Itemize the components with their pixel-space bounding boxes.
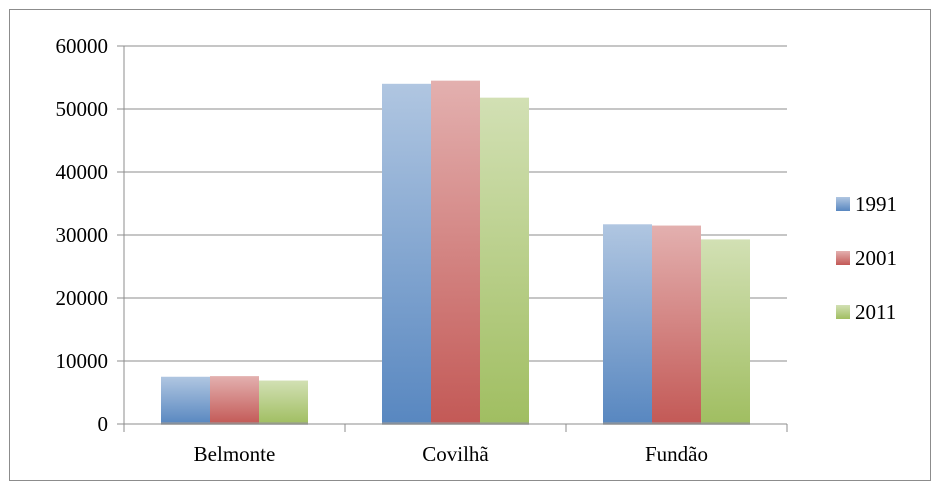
bars (161, 80, 750, 425)
x-tick-label: Fundão (645, 442, 708, 466)
bar-covilhã-2001 (431, 80, 480, 425)
y-tick-label: 50000 (56, 97, 109, 121)
bar-covilhã-1991 (382, 83, 431, 425)
legend-swatch-2001 (836, 251, 850, 265)
legend-swatch-2011 (836, 305, 850, 319)
x-tick-label: Belmonte (194, 442, 276, 466)
x-tick-label: Covilhã (422, 442, 489, 466)
bar-covilhã-2011 (480, 97, 529, 424)
y-tick-label: 60000 (56, 34, 109, 58)
bar-fundão-2011 (701, 239, 750, 424)
bar-fundão-1991 (603, 224, 652, 424)
bar-belmonte-2001 (210, 376, 259, 424)
y-tick-label: 40000 (56, 160, 109, 184)
legend-swatch-1991 (836, 197, 850, 211)
legend-label-2011: 2011 (855, 300, 896, 324)
axes: 0 10000 20000 30000 40000 50000 60000 Belmonte C… (56, 34, 788, 466)
legend-label-2001: 2001 (855, 246, 897, 270)
bar-belmonte-2011 (259, 380, 308, 424)
bar-belmonte-1991 (161, 376, 210, 424)
bar-fundão-2001 (652, 225, 701, 424)
y-tick-label: 10000 (56, 349, 109, 373)
y-tick-label: 0 (98, 412, 109, 436)
y-tick-label: 20000 (56, 286, 109, 310)
legend-label-1991: 1991 (855, 192, 897, 216)
legend: 1991 2001 2011 (836, 192, 897, 324)
y-tick-label: 30000 (56, 223, 109, 247)
